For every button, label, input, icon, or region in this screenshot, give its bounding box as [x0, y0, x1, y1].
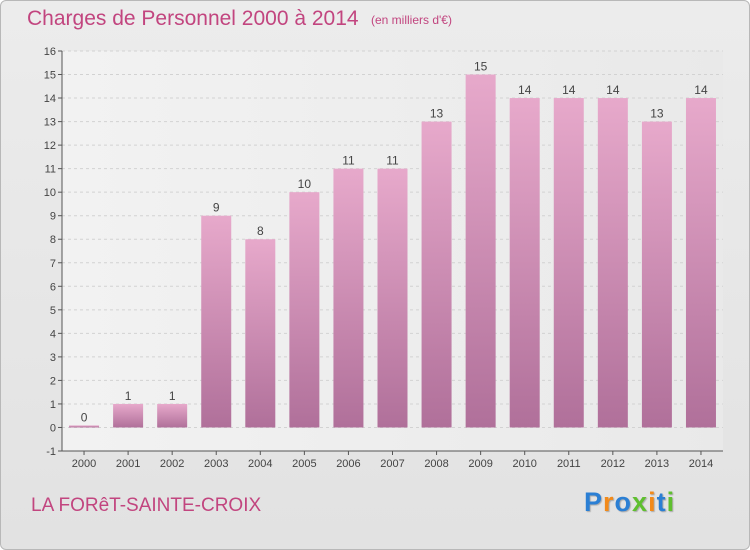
proxiti-logo: Proxiti	[584, 487, 675, 518]
y-tick-label: -1	[46, 446, 56, 458]
y-tick-label: 6	[50, 281, 56, 293]
logo-letter: t	[656, 487, 667, 517]
x-tick-label: 2013	[645, 458, 669, 470]
logo-letter: i	[648, 487, 657, 517]
y-tick-label: 11	[45, 164, 56, 176]
y-tick-label: 0	[50, 422, 56, 434]
y-tick-label: 9	[50, 211, 56, 223]
x-tick-label: 2014	[689, 458, 713, 470]
bar-value-label: 14	[562, 83, 576, 97]
bar-2010	[509, 98, 540, 428]
logo-letter: o	[614, 487, 633, 517]
bar-value-label: 13	[650, 107, 664, 121]
bar-2003	[201, 215, 232, 428]
x-tick-label: 2002	[160, 458, 184, 470]
bar-2009	[465, 74, 496, 428]
bar-value-label: 14	[518, 83, 532, 97]
logo-letter: x	[632, 487, 649, 517]
bar-value-label: 8	[257, 224, 264, 238]
chart-title: Charges de Personnel 2000 à 2014	[27, 7, 359, 30]
bar-2006	[333, 168, 364, 428]
logo-letter: P	[584, 487, 604, 517]
x-tick-label: 2012	[601, 458, 625, 470]
logo-letter: i	[666, 487, 676, 517]
bar-2004	[245, 239, 276, 428]
bar-value-label: 15	[474, 60, 488, 74]
place-name: LA FORêT-SAINTE-CROIX	[31, 495, 262, 516]
x-tick-label: 2008	[424, 458, 448, 470]
x-tick-label: 2007	[380, 458, 404, 470]
x-tick-label: 2010	[512, 458, 536, 470]
bar-value-label: 1	[125, 389, 132, 403]
bar-2005	[289, 192, 320, 428]
x-tick-label: 2003	[204, 458, 228, 470]
y-tick-label: 7	[50, 258, 56, 270]
y-tick-label: 5	[50, 305, 56, 317]
bar-2011	[553, 98, 584, 428]
bar-value-label: 11	[342, 154, 355, 168]
bar-value-label: 11	[386, 154, 399, 168]
bar-2012	[597, 98, 628, 428]
y-tick-label: 13	[44, 117, 56, 129]
bar-value-label: 0	[81, 410, 88, 424]
bar-2013	[641, 121, 672, 428]
y-tick-label: 8	[50, 234, 56, 246]
y-tick-label: 12	[44, 140, 56, 152]
bar-2008	[421, 121, 452, 428]
bar-value-label: 14	[606, 83, 620, 97]
bar-value-label: 1	[169, 389, 176, 403]
y-tick-label: 14	[44, 93, 56, 105]
y-tick-label: 16	[44, 46, 56, 58]
bar-2001	[113, 403, 144, 428]
chart-subtitle: (en milliers d'€)	[371, 13, 452, 27]
bar-value-label: 13	[430, 107, 444, 121]
y-tick-label: 3	[50, 352, 56, 364]
bar-2000	[69, 425, 100, 428]
bar-2007	[377, 168, 408, 428]
x-tick-label: 2000	[72, 458, 96, 470]
x-tick-label: 2005	[292, 458, 316, 470]
x-tick-label: 2004	[248, 458, 272, 470]
x-tick-label: 2001	[116, 458, 140, 470]
x-tick-label: 2006	[336, 458, 360, 470]
y-tick-label: 15	[44, 70, 56, 82]
logo-letter: r	[603, 487, 615, 517]
y-tick-label: 2	[50, 375, 56, 387]
y-tick-label: 1	[50, 399, 56, 411]
bar-value-label: 10	[298, 177, 312, 191]
bar-2014	[685, 98, 716, 428]
y-tick-label: 10	[44, 187, 56, 199]
bar-value-label: 14	[694, 83, 708, 97]
x-tick-label: 2009	[468, 458, 492, 470]
bar-2002	[157, 403, 188, 428]
x-tick-label: 2011	[557, 458, 581, 470]
bar-value-label: 9	[213, 201, 220, 215]
y-tick-label: 4	[50, 328, 56, 340]
